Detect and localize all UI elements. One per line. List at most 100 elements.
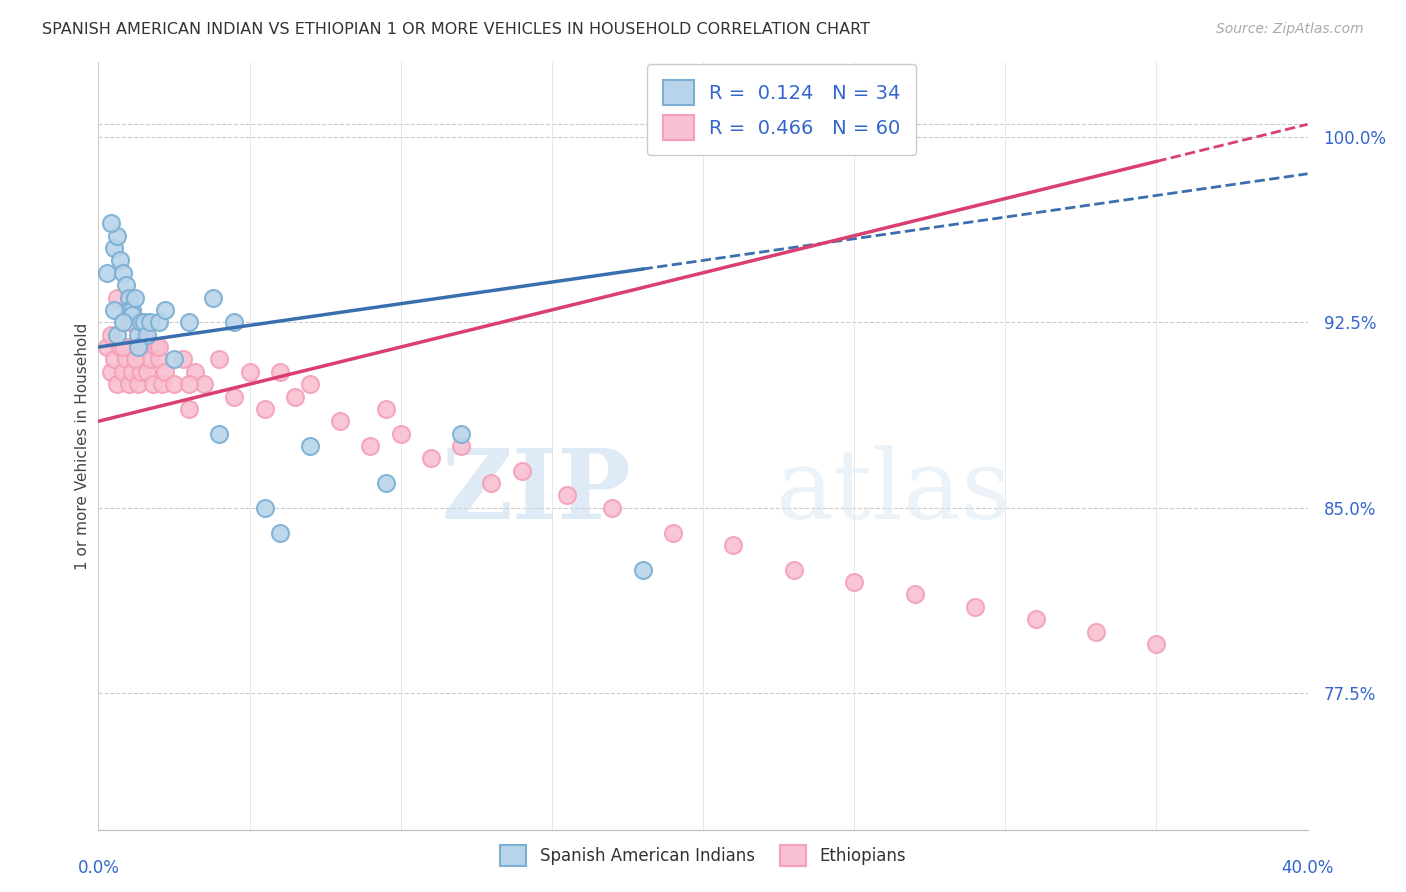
Point: [450, 426, 472, 441]
Point: [723, 538, 745, 552]
Legend: Spanish American Indians, Ethiopians: Spanish American Indians, Ethiopians: [491, 837, 915, 875]
Point: [224, 315, 246, 329]
Point: [100, 327, 122, 342]
Point: [111, 315, 134, 329]
Y-axis label: 1 or more Vehicles in Household: 1 or more Vehicles in Household: [75, 322, 90, 570]
Point: [139, 352, 162, 367]
Point: [163, 377, 186, 392]
Point: [108, 340, 131, 354]
Point: [142, 377, 165, 392]
Point: [148, 352, 170, 367]
Point: [148, 340, 170, 354]
Point: [150, 377, 173, 392]
Point: [661, 525, 683, 540]
Point: [127, 377, 149, 392]
Point: [118, 315, 141, 329]
Point: [129, 315, 152, 329]
Point: [96, 266, 118, 280]
Point: [208, 352, 231, 367]
Point: [360, 439, 382, 453]
Point: [299, 439, 322, 453]
Point: [121, 308, 143, 322]
Point: [132, 340, 155, 354]
Point: [118, 302, 141, 317]
Point: [105, 291, 128, 305]
Point: [105, 228, 128, 243]
Point: [172, 352, 194, 367]
Point: [153, 302, 176, 317]
Point: [253, 500, 276, 515]
Point: [121, 365, 143, 379]
Point: [179, 401, 201, 416]
Point: [105, 327, 128, 342]
Point: [269, 365, 291, 379]
Point: [118, 340, 141, 354]
Point: [127, 340, 149, 354]
Point: [114, 278, 136, 293]
Text: 40.0%: 40.0%: [1281, 859, 1334, 877]
Text: 0.0%: 0.0%: [77, 859, 120, 877]
Point: [132, 315, 155, 329]
Point: [135, 327, 157, 342]
Point: [127, 327, 149, 342]
Point: [239, 365, 262, 379]
Point: [96, 340, 118, 354]
Point: [145, 340, 167, 354]
Point: [374, 401, 396, 416]
Point: [132, 327, 155, 342]
Point: [783, 563, 806, 577]
Point: [111, 266, 134, 280]
Point: [844, 575, 866, 590]
Point: [269, 525, 291, 540]
Point: [1024, 612, 1046, 626]
Text: ZIP: ZIP: [441, 445, 630, 539]
Point: [108, 253, 131, 268]
Point: [105, 377, 128, 392]
Point: [208, 426, 231, 441]
Point: [148, 315, 170, 329]
Point: [139, 315, 162, 329]
Point: [420, 451, 443, 466]
Point: [100, 216, 122, 230]
Point: [299, 377, 322, 392]
Point: [1146, 637, 1168, 651]
Point: [555, 488, 578, 502]
Point: [904, 587, 927, 601]
Point: [118, 291, 141, 305]
Point: [184, 365, 207, 379]
Point: [284, 390, 307, 404]
Point: [153, 365, 176, 379]
Point: [510, 464, 533, 478]
Point: [202, 291, 225, 305]
Point: [389, 426, 412, 441]
Point: [329, 414, 352, 428]
Legend: R =  0.124   N = 34, R =  0.466   N = 60: R = 0.124 N = 34, R = 0.466 N = 60: [647, 64, 917, 155]
Point: [124, 352, 146, 367]
Point: [374, 476, 396, 491]
Point: [114, 352, 136, 367]
Point: [965, 599, 987, 614]
Point: [481, 476, 503, 491]
Point: [100, 365, 122, 379]
Point: [602, 500, 624, 515]
Point: [193, 377, 215, 392]
Point: [124, 291, 146, 305]
Point: [253, 401, 276, 416]
Text: SPANISH AMERICAN INDIAN VS ETHIOPIAN 1 OR MORE VEHICLES IN HOUSEHOLD CORRELATION: SPANISH AMERICAN INDIAN VS ETHIOPIAN 1 O…: [42, 22, 870, 37]
Point: [179, 377, 201, 392]
Point: [103, 241, 125, 255]
Point: [103, 302, 125, 317]
Point: [124, 352, 146, 367]
Point: [103, 352, 125, 367]
Point: [121, 302, 143, 317]
Point: [118, 377, 141, 392]
Text: atlas: atlas: [776, 445, 1011, 539]
Text: Source: ZipAtlas.com: Source: ZipAtlas.com: [1216, 22, 1364, 37]
Point: [450, 439, 472, 453]
Point: [111, 340, 134, 354]
Point: [111, 365, 134, 379]
Point: [129, 365, 152, 379]
Point: [163, 352, 186, 367]
Point: [1085, 624, 1108, 639]
Point: [135, 365, 157, 379]
